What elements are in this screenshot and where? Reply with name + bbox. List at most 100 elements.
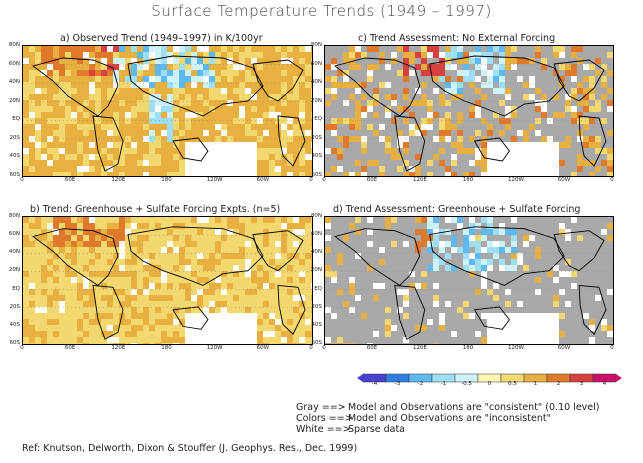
lon-tick-label: 120W xyxy=(508,345,524,351)
lat-tick-label: EQ xyxy=(12,116,20,123)
coastline xyxy=(578,115,607,167)
lat-tick-label: 40N xyxy=(8,79,20,86)
coastline xyxy=(127,226,264,286)
lat-tick-label: 60N xyxy=(8,231,20,238)
lon-tick-label: 60W xyxy=(557,345,571,351)
lat-tick-label: 60S xyxy=(9,172,21,178)
lon-tick-label: 60E xyxy=(366,177,378,183)
coastline xyxy=(553,230,605,272)
panel-c-map xyxy=(324,45,614,177)
lon-tick-label: 0 xyxy=(610,177,614,183)
lat-tick-label: 40N xyxy=(8,249,20,256)
coastline xyxy=(578,284,607,335)
colorbar-label: 3 xyxy=(579,381,584,387)
coastline xyxy=(92,115,124,172)
lon-tick-label: 60W xyxy=(256,345,270,351)
lon-tick-label: 120W xyxy=(508,177,524,183)
lon-tick-label: 60E xyxy=(64,177,76,183)
coastline xyxy=(31,57,119,117)
colorbar-arrow-left xyxy=(357,374,363,382)
legend-colors: Colors ==>Model and Observations are "in… xyxy=(296,413,551,424)
lat-tick-label: 80N xyxy=(310,42,322,48)
colorbar-label: -3 xyxy=(394,381,401,387)
colorbar-label: -1 xyxy=(440,381,447,387)
coastline xyxy=(172,306,209,330)
lon-tick-label: 60W xyxy=(557,177,571,183)
colorbar-label: -0.5 xyxy=(461,381,472,387)
coastline xyxy=(277,284,306,335)
lat-tick-label: 80N xyxy=(8,213,20,219)
coastline xyxy=(333,57,421,117)
lon-tick-label: 180 xyxy=(462,177,474,183)
lat-tick-label: 60N xyxy=(310,60,322,67)
coastline xyxy=(333,228,421,286)
lat-tick-label: EQ xyxy=(314,285,322,292)
lon-tick-label: 120W xyxy=(206,177,223,183)
lat-tick-label: 80N xyxy=(310,213,322,219)
lat-tick-label: 80N xyxy=(8,42,20,48)
coastline xyxy=(127,55,264,117)
colorbar-arrow-right xyxy=(616,374,622,382)
lon-tick-label: 180 xyxy=(161,345,172,351)
lat-tick-label: 20S xyxy=(311,303,323,310)
legend-gray: Gray ==> Model and Observations are "cons… xyxy=(296,402,600,413)
colorbar-label: 0.5 xyxy=(508,381,517,387)
coastline xyxy=(31,228,119,286)
map-field xyxy=(23,217,312,344)
coastline xyxy=(429,55,565,117)
map-field xyxy=(325,217,613,344)
colorbar-label: -2 xyxy=(417,381,424,387)
lat-tick-label: 20N xyxy=(8,267,20,274)
colorbar-label: 1 xyxy=(533,381,538,387)
panel-a-map xyxy=(22,45,313,177)
lat-tick-label: 60S xyxy=(9,340,21,346)
colorbar xyxy=(357,369,630,388)
lat-tick-label: 40S xyxy=(311,321,323,328)
lat-tick-label: 40N xyxy=(310,79,322,86)
lat-tick-label: 60N xyxy=(310,231,322,238)
coastline xyxy=(473,137,510,162)
coastline xyxy=(277,115,306,167)
lon-tick-label: 0 xyxy=(20,345,24,351)
panel-c-title: c) Trend Assessment: No External Forcing xyxy=(358,33,556,44)
lon-tick-label: 120E xyxy=(111,177,126,183)
coastline xyxy=(394,115,426,172)
coastline xyxy=(252,59,304,102)
lat-tick-label: 20N xyxy=(8,97,20,104)
lon-tick-label: 60E xyxy=(64,345,76,351)
lon-tick-label: 0 xyxy=(309,345,313,351)
colorbar-label: 2 xyxy=(556,381,561,387)
lat-tick-label: 40N xyxy=(310,249,322,256)
colorbar-label: 4 xyxy=(602,381,607,387)
lon-tick-label: 120E xyxy=(111,345,126,351)
lat-tick-label: 20S xyxy=(9,303,21,310)
colorbar-label: 0 xyxy=(487,381,492,387)
legend-white: White ==>Sparse data xyxy=(296,424,405,435)
map-field xyxy=(325,46,613,176)
lon-tick-label: 0 xyxy=(309,177,313,183)
lon-tick-label: 0 xyxy=(610,345,614,351)
lon-tick-label: 120E xyxy=(413,345,427,351)
lat-tick-label: 40S xyxy=(9,321,21,328)
lon-tick-label: 60W xyxy=(256,177,270,183)
coastline xyxy=(172,137,209,162)
lon-tick-label: 180 xyxy=(462,345,474,351)
lat-tick-label: 20S xyxy=(311,134,323,141)
panel-d-map xyxy=(324,216,614,345)
lon-tick-label: 60E xyxy=(366,345,378,351)
lon-tick-label: 180 xyxy=(161,177,172,183)
lat-tick-label: 40S xyxy=(311,153,323,160)
lat-tick-label: 20S xyxy=(9,134,21,141)
panel-a-title: a) Observed Trend (1949–1997) in K/100yr xyxy=(60,33,263,44)
coastline xyxy=(429,226,565,286)
coastline xyxy=(553,59,605,102)
lat-tick-label: 60S xyxy=(311,172,323,178)
coastline xyxy=(92,284,124,340)
lon-tick-label: 0 xyxy=(20,177,24,183)
lat-tick-label: EQ xyxy=(12,285,20,292)
reference-citation: Ref: Knutson, Delworth, Dixon & Stouffer… xyxy=(22,443,358,454)
coastline xyxy=(394,284,426,340)
coastline xyxy=(252,230,304,272)
colorbar-label: -4 xyxy=(371,381,378,387)
lon-tick-label: 0 xyxy=(322,345,326,351)
